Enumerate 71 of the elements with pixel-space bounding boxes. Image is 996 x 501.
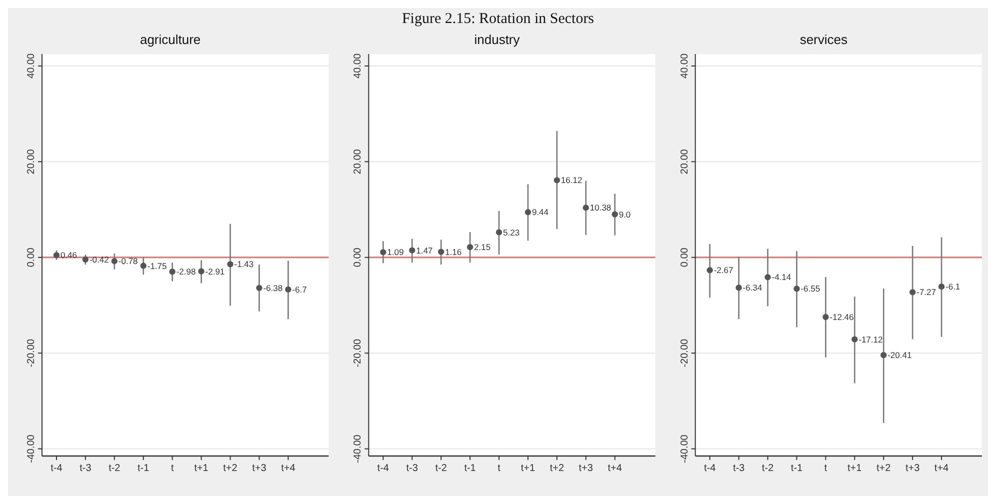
data-label: 9.44 — [532, 207, 549, 218]
y-tick-label: -40.00 — [352, 434, 364, 463]
x-tick-label: t-2 — [435, 463, 448, 474]
y-tick-label: 0.00 — [679, 247, 690, 268]
caption: Figure 2.15: Rotation in Sectors — [402, 11, 594, 27]
x-tick-label: t-1 — [790, 463, 803, 474]
y-tick-label: 20.00 — [26, 148, 37, 174]
x-tick-label: t+3 — [252, 463, 267, 474]
y-tick-label: 40.00 — [26, 53, 37, 78]
data-label: -12.46 — [830, 312, 854, 322]
data-label: -20.41 — [888, 350, 912, 360]
x-tick-label: t+4 — [608, 463, 622, 474]
x-tick-label: t-4 — [50, 463, 63, 474]
data-label: -7.27 — [916, 287, 936, 298]
x-tick-label: t — [824, 463, 828, 474]
data-label: 9.0 — [618, 209, 631, 220]
y-tick-label: 40.00 — [679, 53, 690, 78]
data-label: -1.43 — [234, 259, 254, 270]
x-tick-label: t-3 — [732, 463, 746, 474]
y-tick-label: -20.00 — [679, 338, 690, 368]
chart-title: services — [800, 32, 848, 47]
data-label: -6.1 — [946, 282, 960, 292]
x-tick-label: t+2 — [223, 463, 238, 474]
y-tick-label: 0.00 — [26, 247, 37, 268]
x-tick-label: t — [170, 463, 174, 474]
data-label: 1.16 — [445, 246, 462, 257]
data-label: -17.12 — [858, 334, 884, 344]
x-tick-label: t+1 — [520, 463, 536, 474]
data-label: -2.67 — [714, 265, 734, 276]
x-tick-label: t+1 — [848, 463, 862, 474]
x-tick-label: t-1 — [138, 463, 150, 474]
x-tick-label: t+3 — [578, 463, 594, 474]
data-label: -2.98 — [176, 266, 196, 277]
data-label: 5.23 — [503, 227, 520, 238]
y-tick-label: 20.00 — [679, 148, 690, 174]
x-tick-label: t-4 — [377, 463, 390, 474]
y-tick-label: -40.00 — [26, 434, 37, 463]
y-tick-label: -20.00 — [352, 338, 364, 368]
data-label: -2.91 — [205, 266, 225, 276]
data-label: -4.14 — [772, 272, 792, 282]
data-label: 10.38 — [590, 202, 612, 213]
data-label: -6.7 — [292, 284, 308, 294]
x-tick-label: t-2 — [762, 463, 774, 474]
x-tick-label: t+4 — [934, 463, 950, 474]
y-tick-label: -20.00 — [26, 338, 37, 368]
y-tick-label: 0.00 — [352, 247, 364, 268]
x-tick-label: t-4 — [704, 463, 716, 474]
data-label: 1.09 — [387, 247, 404, 258]
x-tick-label: t+4 — [281, 463, 296, 474]
data-label: 1.47 — [416, 245, 433, 256]
data-label: -6.34 — [742, 282, 762, 293]
data-label: 16.12 — [560, 175, 582, 186]
data-label: -6.55 — [800, 284, 820, 294]
x-tick-label: t+1 — [194, 463, 209, 474]
data-label: 2.15 — [474, 242, 491, 252]
x-tick-label: t+2 — [876, 463, 892, 474]
chart-title: agriculture — [140, 32, 201, 47]
data-label: -1.75 — [147, 260, 168, 271]
x-tick-label: t-3 — [406, 463, 418, 474]
x-tick-label: t-3 — [80, 463, 92, 474]
chart-title: industry — [474, 32, 520, 47]
x-tick-label: t+2 — [550, 463, 564, 474]
data-label: -6.38 — [263, 282, 283, 293]
data-label: -0.78 — [118, 256, 138, 266]
x-tick-label: t — [498, 463, 501, 474]
x-tick-label: t+3 — [905, 463, 920, 474]
x-tick-label: t-2 — [108, 463, 121, 474]
y-tick-label: 20.00 — [352, 148, 364, 174]
y-tick-label: -40.00 — [679, 434, 690, 463]
x-tick-label: t-1 — [464, 463, 476, 474]
y-tick-label: 40.00 — [352, 53, 364, 78]
